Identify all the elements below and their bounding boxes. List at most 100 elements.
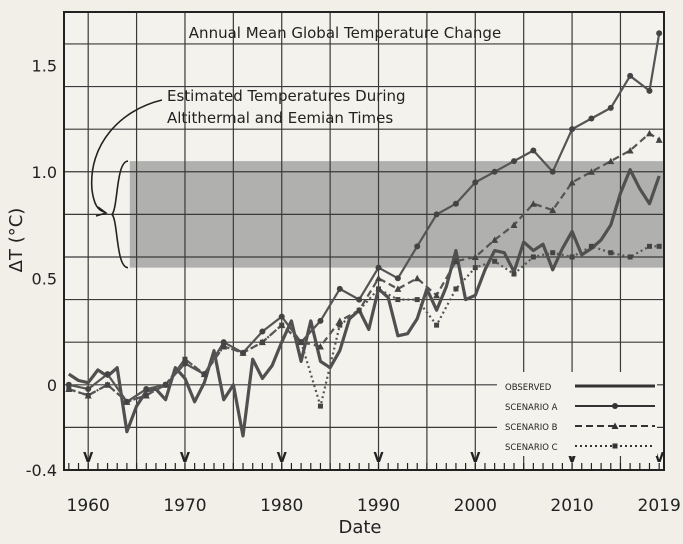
data-point-scenario-a: [104, 371, 111, 378]
data-point-scenario-b: [452, 257, 460, 265]
data-point-scenario-c: [85, 392, 91, 398]
data-point-scenario-a: [627, 72, 634, 79]
data-point-scenario-b: [510, 221, 518, 229]
data-point-scenario-b: [607, 157, 615, 165]
data-point-scenario-c: [453, 286, 459, 292]
y-tick-label: 1.0: [32, 163, 57, 182]
data-point-scenario-c: [317, 403, 323, 409]
annotation-arrow: [90, 99, 163, 213]
data-point-scenario-b: [375, 274, 383, 282]
data-point-scenario-a: [65, 381, 72, 388]
data-point-scenario-a: [491, 168, 498, 175]
x-tick-label: 2000: [454, 496, 497, 516]
x-tick-label: 1990: [357, 496, 400, 516]
y-axis-label: ΔT (°C): [6, 208, 27, 273]
data-point-scenario-a: [220, 339, 227, 346]
data-point-scenario-a: [472, 179, 479, 186]
data-point-scenario-c: [376, 286, 382, 292]
data-point-scenario-b: [587, 168, 595, 175]
data-point-scenario-c: [414, 297, 420, 303]
x-tick-mark: V: [373, 451, 383, 466]
data-point-scenario-b: [529, 200, 537, 207]
data-point-scenario-a: [414, 243, 421, 250]
annotation-line-2: Altithermal and Eemian Times: [167, 109, 393, 127]
data-point-scenario-b: [433, 291, 441, 299]
data-point-scenario-c: [163, 382, 169, 388]
annotation-line-1: Estimated Temperatures During: [167, 87, 406, 105]
data-point-scenario-c: [588, 243, 594, 249]
data-point-scenario-b: [471, 253, 479, 260]
chart-title: Annual Mean Global Temperature Change: [189, 24, 501, 42]
series-line-observed: [67, 168, 661, 438]
x-tick-mark: V: [654, 451, 664, 466]
data-point-scenario-b: [336, 317, 344, 324]
data-point-scenario-c: [627, 254, 633, 260]
annotation-brace: [110, 160, 129, 269]
data-point-scenario-c: [66, 386, 72, 392]
legend-marker: [612, 403, 618, 409]
series-line-scenario-c: [68, 245, 660, 408]
data-point-scenario-b: [626, 146, 634, 154]
data-point-scenario-a: [394, 275, 401, 282]
data-point-scenario-a: [646, 87, 653, 94]
y-tick-label: 1.5: [32, 56, 57, 75]
data-point-scenario-c: [492, 258, 498, 264]
y-tick-label: 0.5: [32, 269, 57, 288]
x-tick-mark: V: [83, 451, 93, 466]
x-tick-mark: V: [567, 451, 577, 466]
x-tick-mark: V: [277, 451, 287, 466]
x-tick-label: 1960: [67, 496, 110, 516]
data-point-scenario-c: [434, 322, 440, 328]
data-point-scenario-a: [259, 328, 266, 335]
data-point-scenario-a: [375, 264, 382, 271]
legend-label: SCENARIO A: [505, 403, 558, 413]
data-point-scenario-c: [530, 254, 536, 260]
data-point-scenario-a: [85, 386, 92, 393]
legend-label: SCENARIO C: [505, 443, 558, 453]
data-point-scenario-c: [337, 322, 343, 328]
data-point-scenario-c: [105, 382, 111, 388]
data-point-scenario-b: [568, 178, 576, 186]
data-point-scenario-c: [201, 371, 207, 377]
data-point-scenario-b: [413, 274, 421, 282]
data-point-scenario-c: [395, 297, 401, 303]
data-point-scenario-b: [491, 236, 499, 243]
data-point-scenario-c: [472, 265, 478, 271]
data-point-scenario-c: [259, 339, 265, 345]
data-point-scenario-c: [356, 307, 362, 313]
data-point-scenario-a: [511, 158, 517, 165]
legend-marker: [612, 443, 618, 449]
data-point-scenario-b: [549, 206, 557, 214]
data-point-scenario-a: [530, 147, 537, 154]
legend-label: SCENARIO B: [505, 423, 558, 433]
data-point-scenario-c: [143, 392, 149, 398]
data-point-scenario-c: [124, 399, 130, 405]
x-tick-label: 2019: [638, 496, 681, 516]
data-point-scenario-c: [279, 322, 285, 328]
y-tick-label: -0.4: [26, 461, 57, 480]
data-point-scenario-a: [656, 30, 663, 37]
data-point-scenario-c: [221, 343, 227, 349]
data-point-scenario-c: [608, 250, 614, 256]
data-point-scenario-c: [182, 356, 188, 362]
x-tick-label: 1970: [163, 496, 206, 516]
data-point-scenario-c: [550, 250, 556, 256]
plot-frame: [63, 11, 665, 471]
data-point-scenario-b: [394, 285, 402, 292]
data-point-scenario-a: [549, 168, 556, 175]
data-point-scenario-c: [240, 350, 246, 356]
data-point-scenario-a: [336, 285, 343, 292]
data-point-scenario-c: [569, 254, 575, 260]
data-point-scenario-a: [569, 126, 576, 133]
legend-marker: [611, 422, 619, 429]
x-tick-mark: V: [470, 451, 480, 466]
data-point-scenario-b: [645, 129, 653, 137]
data-point-scenario-a: [433, 211, 440, 218]
x-axis-label: Date: [338, 517, 381, 538]
x-tick-mark: V: [180, 451, 190, 466]
x-tick-label: 1980: [260, 496, 303, 516]
data-point-scenario-c: [511, 271, 517, 277]
y-tick-label: 0: [47, 376, 57, 395]
data-point-scenario-a: [607, 104, 614, 111]
